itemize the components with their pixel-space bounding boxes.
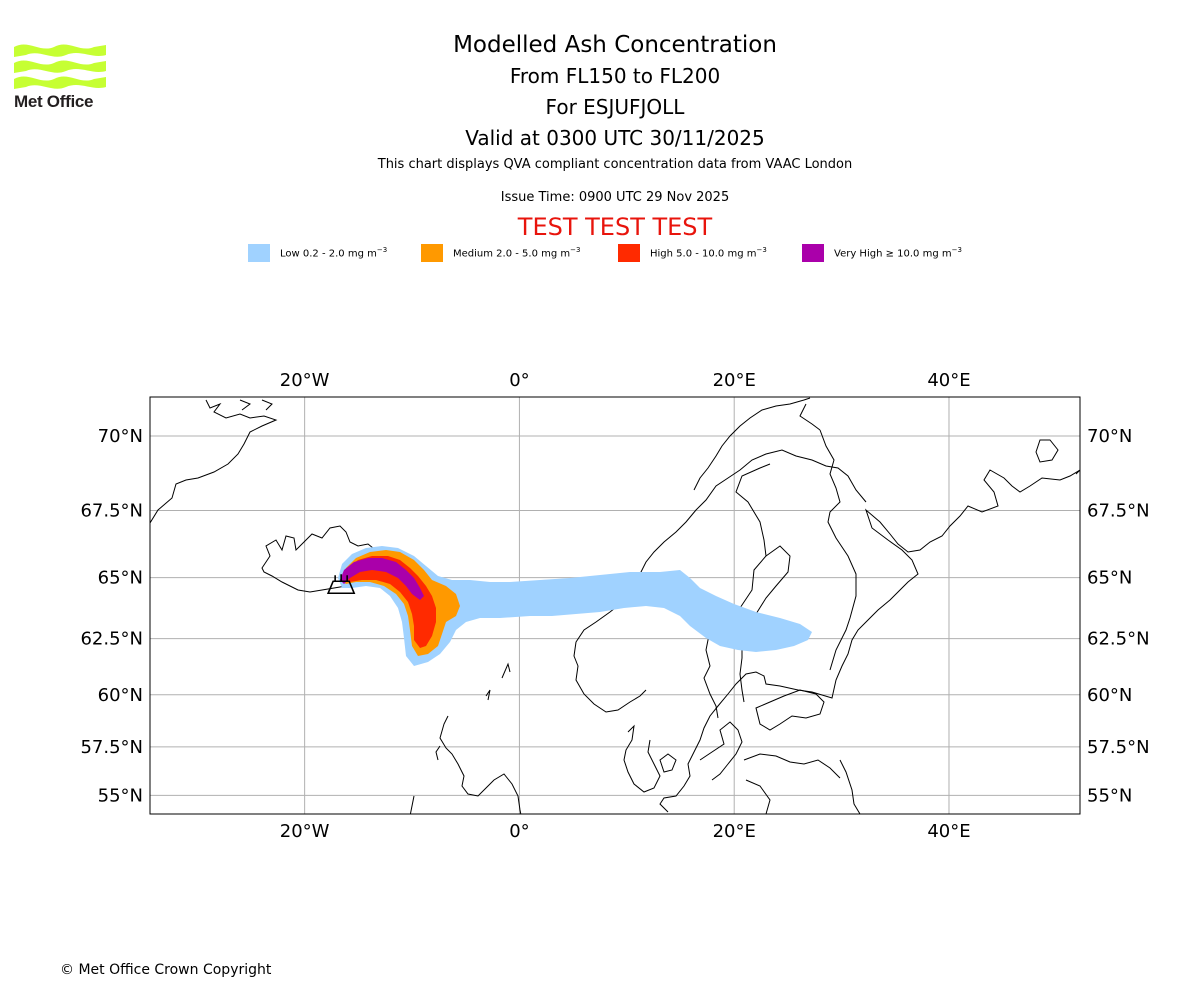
lat-label-right: 57.5°N [1087,737,1150,758]
norway-north-coastline [693,397,811,491]
denmark-coastline [623,724,677,793]
legend-swatch-very-high [802,244,824,262]
lat-label-left: 70°N [98,426,143,447]
volcano-marker-icon [326,574,356,595]
met-office-logo [14,44,106,89]
greenland-coastline-north [239,399,273,411]
norway-west-coastline [573,449,867,713]
lat-label-left: 62.5°N [80,629,143,650]
lat-label-right: 70°N [1087,426,1132,447]
logo-wordmark: Met Office [14,92,94,111]
legend-label-very-high: Very High ≥ 10.0 mg m−3 [834,246,962,260]
ash-map: 20°W 0° 20°E 40°E 20°W 0° 20°E 40°E 70°N 67.5°N… [80,370,1150,840]
british-isles-coastline [409,662,522,814]
ash-region-low [338,546,812,666]
lon-label-bottom: 20°E [713,821,756,840]
sweden-border [703,463,771,719]
longitude-labels-top: 20°W 0° 20°E 40°E [280,370,971,391]
lat-label-left: 60°N [98,685,143,706]
issue-time: Issue Time: 0900 UTC 29 Nov 2025 [500,190,730,205]
lat-label-right: 60°N [1087,685,1132,706]
lat-label-left: 57.5°N [80,737,143,758]
iceland-coastline [261,525,379,593]
legend-label-high: High 5.0 - 10.0 mg m−3 [650,246,767,260]
map-frame [149,396,1081,815]
lat-label-left: 55°N [98,785,143,806]
chart-title: Modelled Ash Concentration [453,32,777,58]
finland-border [819,429,857,671]
kola-coastline [1035,439,1080,475]
valid-time: Valid at 0300 UTC 30/11/2025 [465,126,765,150]
russia-border [799,403,861,814]
scandinavia-coastline [659,469,1080,813]
test-banner: TEST TEST TEST [517,213,713,241]
lon-label-bottom: 40°E [927,821,970,840]
flight-levels: From FL150 to FL200 [509,64,721,88]
copyright-notice: © Met Office Crown Copyright [60,962,272,978]
volcano-name: For ESJUFJOLL [545,95,685,119]
legend-swatch-high [618,244,640,262]
longitude-labels-bottom: 20°W 0° 20°E 40°E [280,821,971,840]
greenland-coastline [150,399,278,524]
lon-label-top: 0° [509,370,529,391]
legend-label-medium: Medium 2.0 - 5.0 mg m−3 [453,246,581,260]
lon-label-top: 20°W [280,370,330,391]
lon-label-top: 40°E [927,370,970,391]
lat-label-left: 65°N [98,568,143,589]
legend-swatch-low [248,244,270,262]
lon-label-top: 20°E [713,370,756,391]
latitude-labels-right: 70°N 67.5°N 65°N 62.5°N 60°N 57.5°N 55°N [1087,426,1150,806]
ash-region-very-high [340,558,424,600]
legend-label-low: Low 0.2 - 2.0 mg m−3 [280,246,388,260]
lon-label-bottom: 0° [509,821,529,840]
lon-label-bottom: 20°W [280,821,330,840]
lat-label-right: 62.5°N [1087,629,1150,650]
lat-label-right: 67.5°N [1087,501,1150,522]
compliance-note: This chart displays QVA compliant concen… [377,157,853,172]
legend-swatch-medium [421,244,443,262]
lat-label-left: 67.5°N [80,501,143,522]
baltic-coastline [699,689,841,814]
lat-label-right: 65°N [1087,568,1132,589]
latitude-labels-left: 70°N 67.5°N 65°N 62.5°N 60°N 57.5°N 55°N [80,426,143,806]
chart-titles: Modelled Ash Concentration From FL150 to… [0,30,1200,154]
lat-label-right: 55°N [1087,785,1132,806]
